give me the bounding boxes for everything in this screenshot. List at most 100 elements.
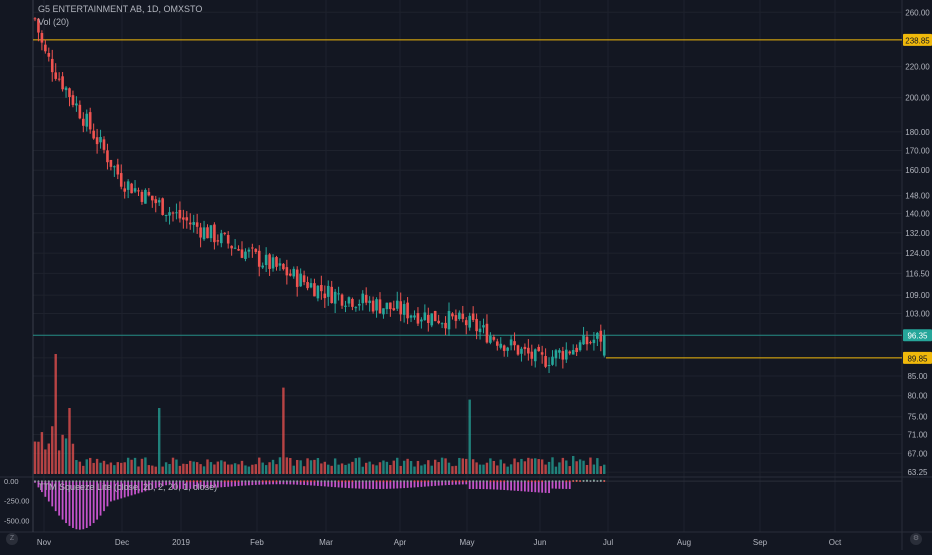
squeeze-dot bbox=[51, 480, 54, 483]
volume-bar bbox=[330, 465, 333, 474]
volume-bar bbox=[195, 462, 199, 474]
squeeze-histogram-bar bbox=[306, 481, 309, 486]
settings-gear-icon[interactable]: ⚙ bbox=[910, 533, 922, 545]
squeeze-histogram-bar bbox=[303, 481, 305, 485]
price-tick-label: 67.00 bbox=[907, 449, 928, 458]
candle-body bbox=[485, 323, 489, 343]
volume-bar bbox=[585, 464, 589, 474]
price-tick-label: 85.00 bbox=[907, 372, 928, 381]
zoom-reset-button[interactable]: Z bbox=[6, 533, 18, 545]
volume-bar bbox=[368, 461, 371, 474]
squeeze-histogram-bar bbox=[192, 481, 195, 489]
volume-bar bbox=[406, 458, 409, 474]
volume-bar bbox=[57, 450, 61, 474]
candle-body bbox=[575, 347, 578, 353]
volume-legend: Vol (20) bbox=[38, 17, 70, 27]
squeeze-histogram-bar bbox=[54, 481, 57, 512]
squeeze-histogram-bar bbox=[92, 481, 95, 524]
candle-body bbox=[164, 214, 168, 216]
candle-body bbox=[378, 299, 382, 314]
squeeze-dot bbox=[413, 480, 416, 483]
squeeze-histogram-bar bbox=[210, 481, 212, 488]
volume-bar bbox=[175, 459, 178, 474]
candle-body bbox=[47, 52, 51, 57]
squeeze-histogram-bar bbox=[106, 481, 109, 507]
candle-body bbox=[347, 297, 351, 304]
squeeze-histogram-bar bbox=[375, 481, 378, 489]
volume-bar bbox=[282, 387, 285, 474]
squeeze-dot bbox=[354, 480, 357, 483]
candle-body bbox=[161, 198, 164, 215]
squeeze-histogram-bar bbox=[113, 481, 116, 501]
volume-bar bbox=[164, 462, 168, 474]
candle-body bbox=[223, 232, 227, 234]
squeeze-histogram-bar bbox=[158, 481, 161, 488]
candle-body bbox=[102, 139, 106, 150]
squeeze-dot bbox=[382, 480, 385, 483]
squeeze-histogram-bar bbox=[437, 481, 440, 486]
volume-bar bbox=[61, 434, 64, 474]
time-tick-label: May bbox=[459, 538, 474, 547]
oscillator-tick-label: 0.00 bbox=[4, 477, 19, 486]
candle-body bbox=[351, 298, 354, 307]
volume-bar bbox=[496, 465, 499, 474]
squeeze-dot bbox=[61, 480, 64, 483]
candle-body bbox=[233, 247, 237, 249]
squeeze-dot bbox=[499, 480, 502, 483]
candle-body bbox=[85, 113, 89, 127]
volume-bar bbox=[358, 457, 361, 474]
squeeze-dot bbox=[582, 480, 585, 483]
candle-body bbox=[109, 159, 113, 167]
volume-bar bbox=[599, 466, 602, 474]
squeeze-dot bbox=[444, 480, 447, 483]
squeeze-dot bbox=[327, 480, 330, 483]
squeeze-histogram-bar bbox=[237, 481, 240, 486]
volume-bar bbox=[185, 464, 188, 474]
candle-body bbox=[82, 118, 85, 126]
squeeze-histogram-bar bbox=[47, 481, 50, 502]
squeeze-histogram-bar bbox=[251, 481, 254, 486]
squeeze-histogram-bar bbox=[406, 481, 409, 488]
candle-body bbox=[602, 335, 606, 356]
candle-body bbox=[323, 293, 327, 299]
squeeze-histogram-bar bbox=[458, 481, 461, 485]
squeeze-histogram-bar bbox=[537, 481, 540, 493]
squeeze-histogram-bar bbox=[530, 481, 533, 492]
candle-body bbox=[489, 335, 492, 343]
squeeze-histogram-bar bbox=[420, 481, 423, 487]
squeeze-histogram-bar bbox=[544, 481, 547, 493]
squeeze-dot bbox=[365, 480, 368, 483]
squeeze-dot bbox=[375, 480, 378, 483]
volume-bar bbox=[430, 465, 433, 474]
volume-bar bbox=[451, 466, 454, 474]
candle-body bbox=[375, 299, 378, 311]
candle-body bbox=[92, 130, 95, 139]
volume-bar bbox=[309, 460, 313, 474]
candle-body bbox=[302, 275, 306, 283]
candle-body bbox=[451, 313, 454, 317]
volume-bar bbox=[92, 462, 95, 474]
candle-body bbox=[244, 251, 247, 259]
volume-bar bbox=[320, 463, 323, 474]
squeeze-histogram-bar bbox=[89, 481, 92, 526]
volume-bar bbox=[344, 464, 347, 474]
squeeze-dot bbox=[110, 480, 112, 483]
squeeze-dot bbox=[272, 480, 274, 483]
squeeze-dot bbox=[368, 480, 371, 483]
volume-bar bbox=[223, 461, 226, 474]
candle-body bbox=[257, 250, 261, 267]
volume-bar bbox=[382, 460, 385, 474]
squeeze-dot bbox=[599, 480, 602, 483]
squeeze-dot bbox=[403, 480, 406, 483]
squeeze-histogram-bar bbox=[299, 481, 302, 485]
volume-bar bbox=[299, 460, 302, 474]
squeeze-dot bbox=[306, 480, 309, 483]
volume-bar bbox=[544, 464, 547, 474]
squeeze-histogram-bar bbox=[292, 481, 295, 485]
squeeze-dot bbox=[579, 480, 581, 483]
volume-bar bbox=[416, 460, 420, 474]
volume-bar bbox=[278, 457, 282, 474]
level-price-label: 89.85 bbox=[907, 354, 928, 363]
